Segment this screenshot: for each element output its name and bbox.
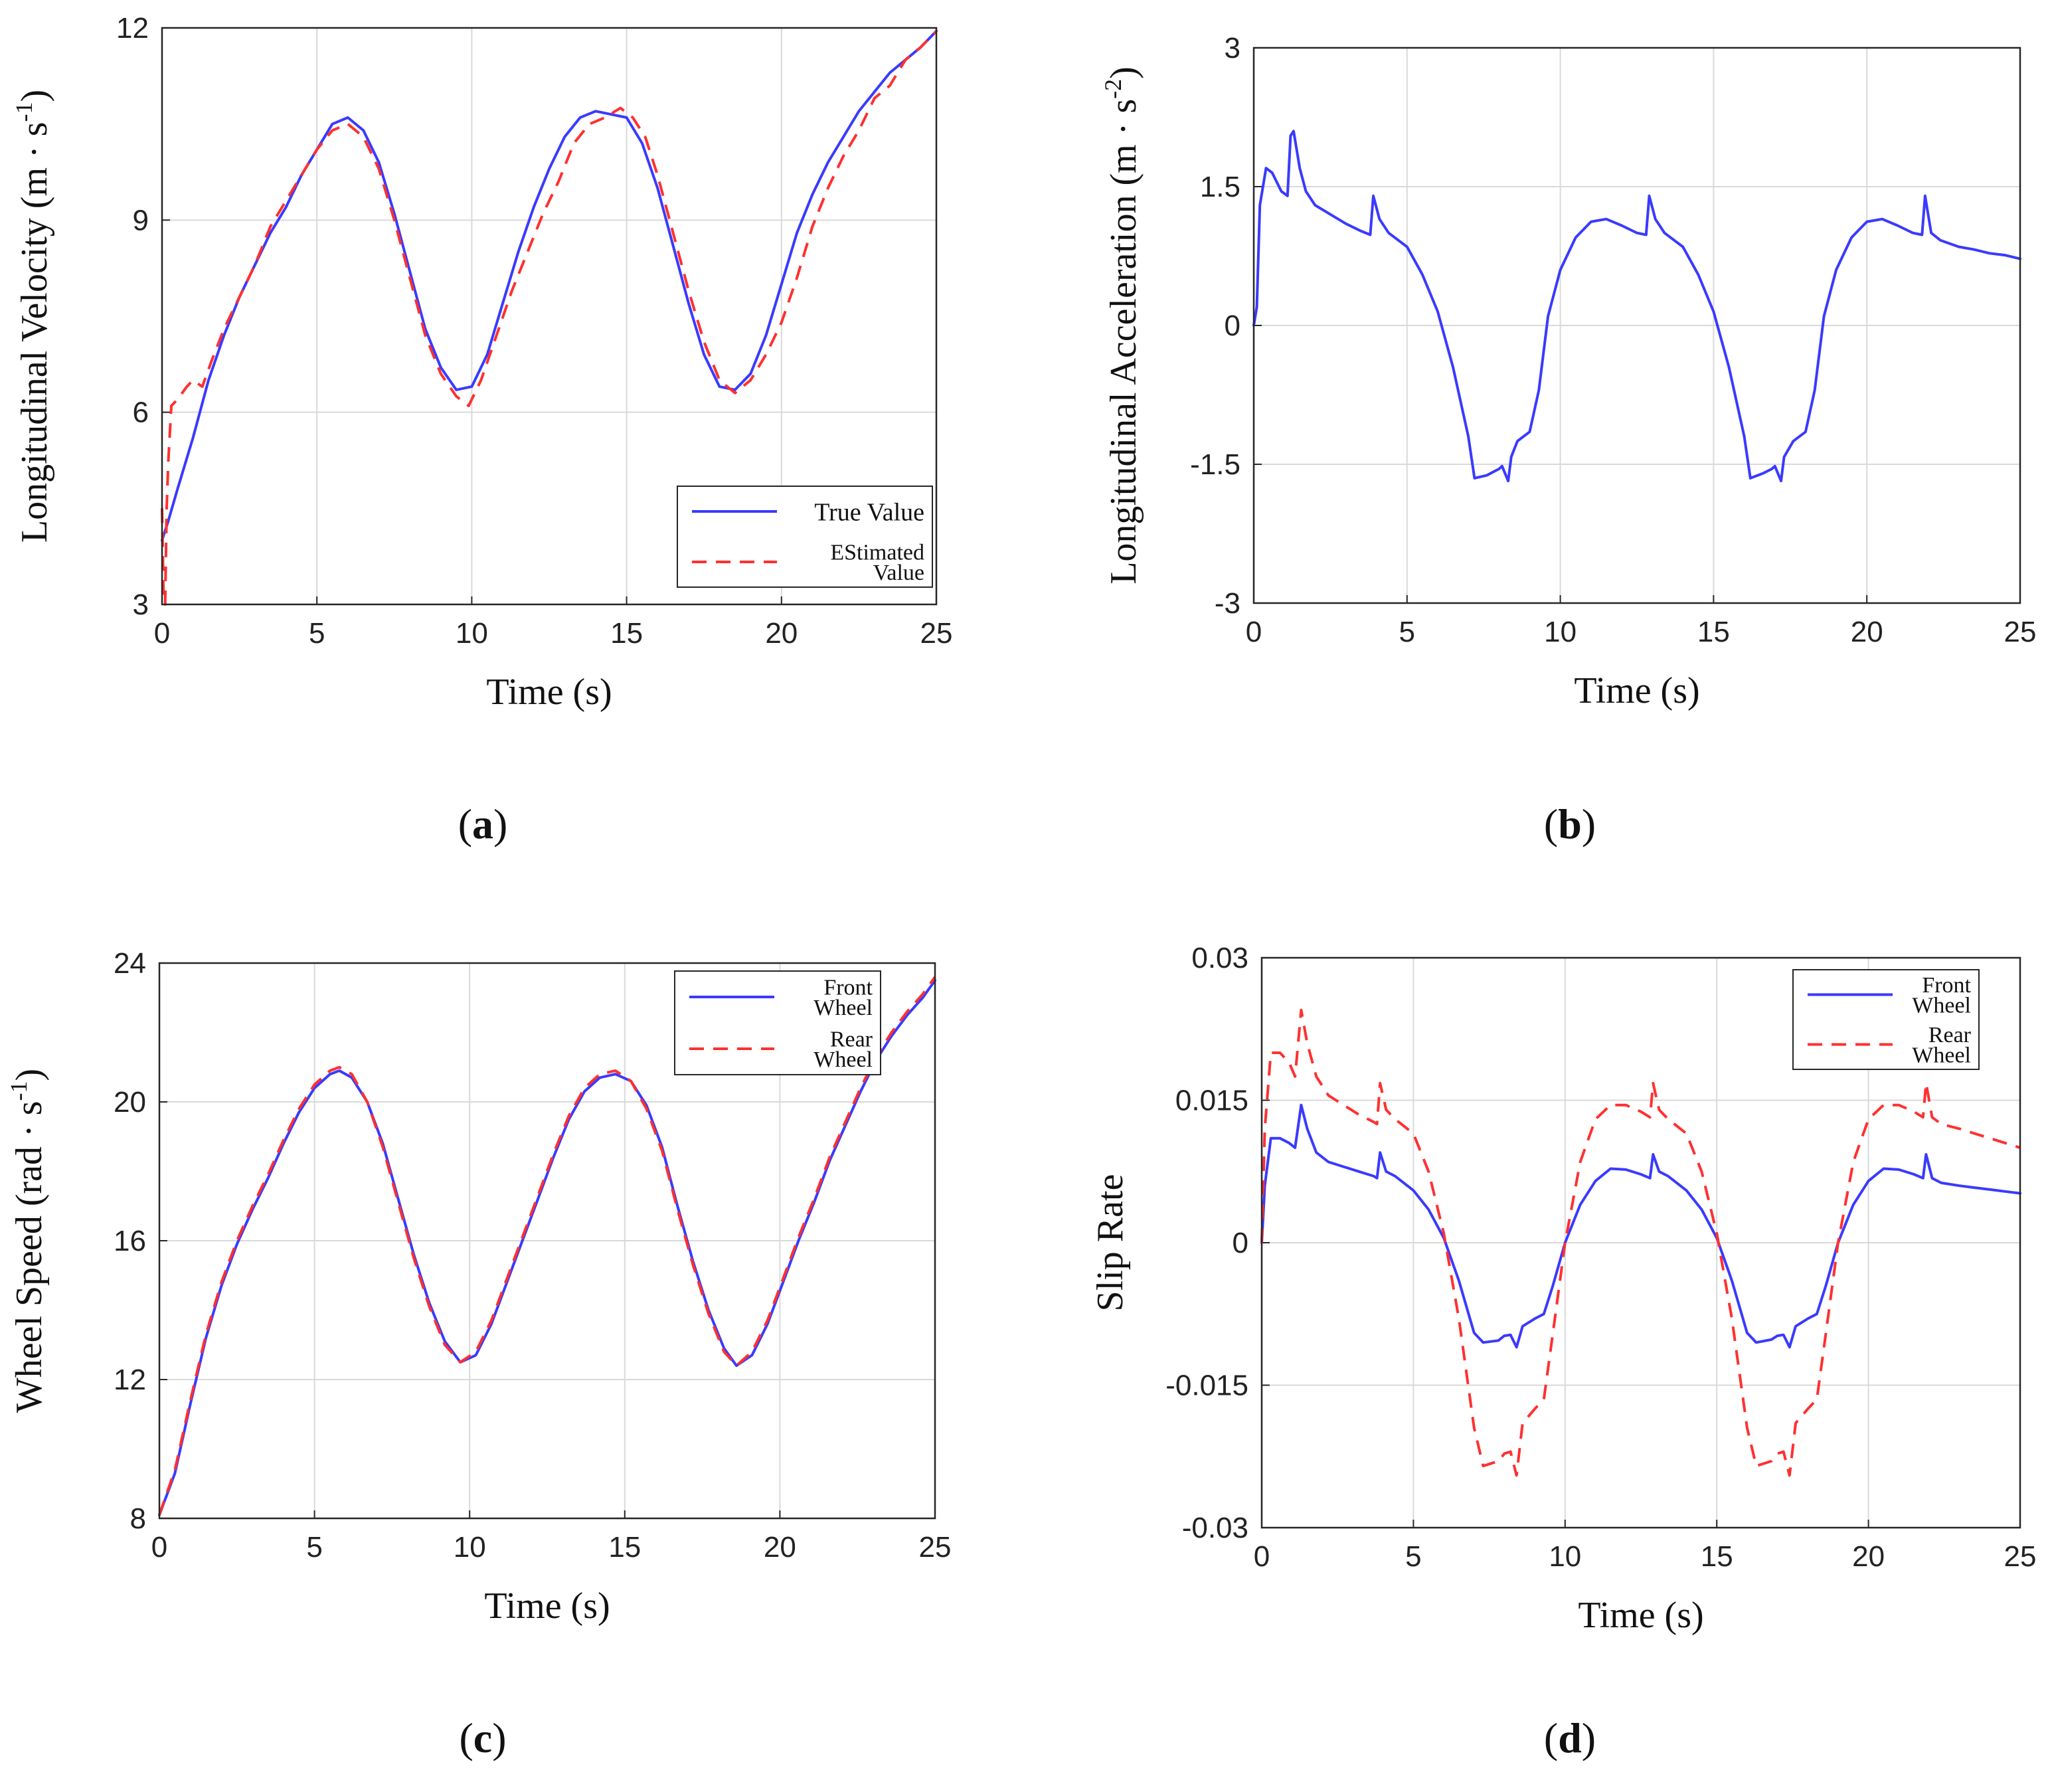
y-tick-label: 1.5 xyxy=(1200,171,1240,203)
x-tick-label: 0 xyxy=(151,1531,167,1564)
legend-label-1: True Value xyxy=(814,498,924,526)
x-tick-label: 10 xyxy=(456,617,488,650)
panel-caption: (a) xyxy=(458,800,508,848)
y-tick-label: 0 xyxy=(1225,310,1240,342)
x-tick-label: 25 xyxy=(920,617,953,650)
chart-panel-2: 0 5 10 15 20 25 -3 -1.5 0 1.5 3 Time (s) Longitudina… xyxy=(1100,32,2036,848)
y-tick-label: 6 xyxy=(133,397,149,429)
y-tick-label: -0.03 xyxy=(1182,1512,1248,1544)
panel-caption: (d) xyxy=(1544,1714,1596,1761)
plot-border xyxy=(158,962,936,1520)
chart-panel-1: 0 5 10 15 20 25 3 6 9 12 Time (s) Longitudinal Velo… xyxy=(11,12,952,848)
x-tick-label: 5 xyxy=(1399,616,1415,648)
panel-caption: (b) xyxy=(1544,800,1596,848)
x-tick-label: 25 xyxy=(2004,616,2037,648)
x-tick-label: 10 xyxy=(454,1531,486,1564)
x-tick-label: 15 xyxy=(1701,1540,1733,1573)
legend-box xyxy=(1792,969,1980,1070)
y-axis-label: Longitudinal Velocity (m · s-1) xyxy=(11,90,55,543)
y-tick-label: -1.5 xyxy=(1190,448,1240,481)
legend-label-2: Wheel xyxy=(1912,1043,1971,1068)
legend-label-1: Wheel xyxy=(813,996,873,1020)
x-tick-label: 20 xyxy=(1851,616,1883,648)
legend-label-1: Front xyxy=(823,976,873,1000)
y-tick-label: 8 xyxy=(130,1502,146,1535)
x-tick-label: 5 xyxy=(1405,1540,1421,1573)
legend-label-1: Wheel xyxy=(1912,994,1971,1018)
series-line-1 xyxy=(158,979,936,1516)
y-axis-label: Wheel Speed (rad · s-1) xyxy=(5,1069,50,1413)
x-tick-label: 15 xyxy=(1697,616,1730,648)
x-tick-label: 15 xyxy=(608,1531,641,1564)
x-tick-label: 25 xyxy=(2004,1540,2037,1573)
legend-label-2: Value xyxy=(873,561,924,585)
legend-label-2: Rear xyxy=(1928,1023,1972,1047)
y-tick-label: 9 xyxy=(133,204,149,236)
y-tick-label: 16 xyxy=(114,1225,146,1257)
legend-box xyxy=(674,970,881,1075)
y-tick-label: 12 xyxy=(114,1364,146,1396)
x-tick-label: 15 xyxy=(610,617,643,650)
x-axis-label: Time (s) xyxy=(1574,670,1699,711)
x-tick-label: 20 xyxy=(1852,1540,1885,1573)
series-line-2 xyxy=(161,30,938,606)
x-tick-label: 0 xyxy=(1246,616,1262,648)
y-tick-label: 0.015 xyxy=(1175,1085,1248,1117)
y-tick-label: 20 xyxy=(114,1086,146,1119)
plot-border xyxy=(1260,956,2021,1529)
x-tick-label: 5 xyxy=(306,1531,322,1564)
plot-border xyxy=(161,27,938,606)
x-axis-label: Time (s) xyxy=(484,1585,610,1627)
y-tick-label: 3 xyxy=(1225,32,1240,64)
chart-panel-3: 0 5 10 15 20 25 8 12 16 20 24 Time (s) Wheel Speed (… xyxy=(5,947,951,1761)
series-line-1 xyxy=(1252,130,2021,483)
series-line-2 xyxy=(1260,1008,2021,1477)
y-axis-label: Slip Rate xyxy=(1090,1174,1131,1312)
panel-caption: (c) xyxy=(459,1714,506,1761)
x-axis-label: Time (s) xyxy=(1578,1595,1703,1636)
legend-label-2: Rear xyxy=(830,1028,873,1052)
x-tick-label: 20 xyxy=(764,1531,796,1564)
x-tick-label: 20 xyxy=(765,617,798,650)
x-tick-label: 10 xyxy=(1544,616,1577,648)
plot-border xyxy=(1252,46,2021,604)
x-tick-label: 25 xyxy=(919,1531,952,1564)
chart-panel-4: 0 5 10 15 20 25 -0.03 -0.015 0 0.015 0.03 Time (s) S… xyxy=(1090,942,2036,1761)
y-tick-label: -0.015 xyxy=(1165,1370,1248,1402)
y-tick-label: 12 xyxy=(116,12,149,45)
y-tick-label: -3 xyxy=(1215,587,1240,620)
series-line-2 xyxy=(158,976,936,1516)
x-tick-label: 5 xyxy=(309,617,325,650)
x-axis-label: Time (s) xyxy=(486,672,612,713)
x-tick-label: 10 xyxy=(1549,1540,1581,1573)
y-tick-label: 0 xyxy=(1233,1227,1248,1259)
legend-box xyxy=(677,486,933,588)
series-line-1 xyxy=(1260,1103,2021,1349)
x-tick-label: 0 xyxy=(1254,1540,1270,1573)
y-tick-label: 24 xyxy=(114,947,146,980)
y-axis-label: Longitudinal Acceleration (m · s-2) xyxy=(1100,66,1144,584)
x-tick-label: 0 xyxy=(154,617,170,650)
legend-label-2: EStimated xyxy=(830,541,924,565)
y-tick-label: 3 xyxy=(133,588,149,621)
y-tick-label: 0.03 xyxy=(1191,942,1248,974)
series-line-1 xyxy=(161,29,938,542)
legend-label-1: Front xyxy=(1922,973,1971,998)
legend-label-2: Wheel xyxy=(813,1047,873,1072)
